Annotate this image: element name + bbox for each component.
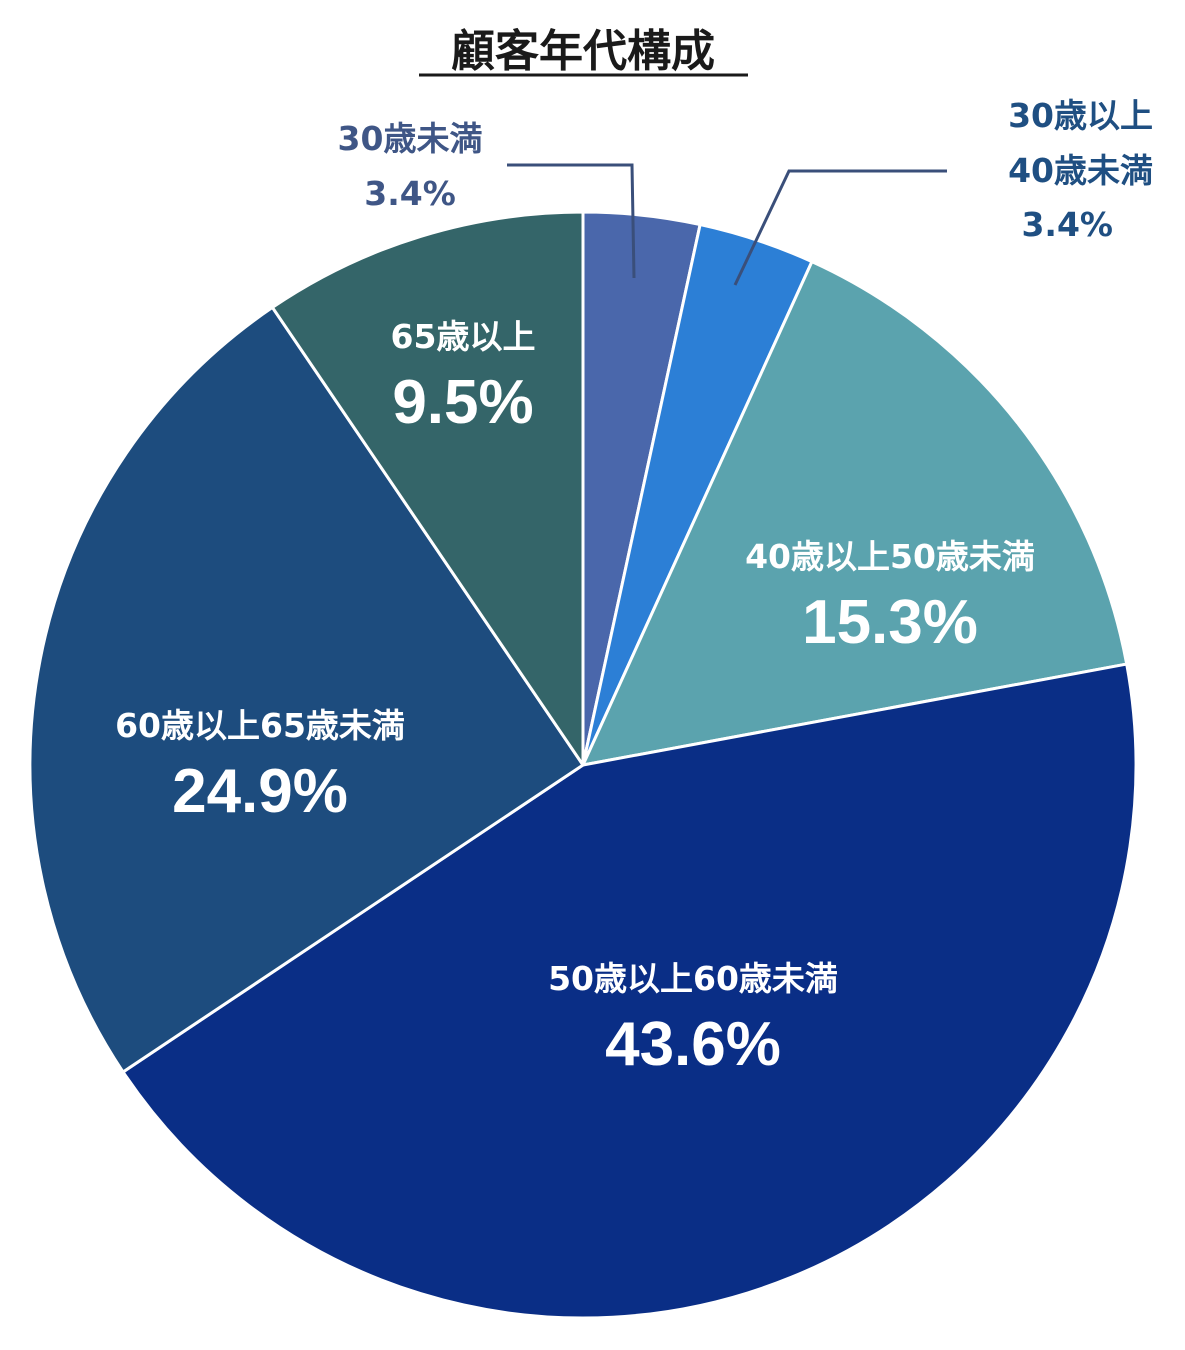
labels-layer: 30歳未満 3.4% 30歳以上 40歳未満 3.4% 40歳以上50歳未満 15.3% 50…	[115, 96, 1153, 1079]
slice-1-value-label: 3.4%	[364, 174, 456, 213]
slice-5-value-label: 24.9%	[172, 757, 348, 826]
slice-3-wedge	[581, 260, 1129, 767]
slice-4-wedge	[121, 662, 1138, 1320]
slice-6-label: 65歳以上	[391, 317, 536, 356]
slice-2-value-label: 3.4%	[1021, 205, 1113, 244]
slice-1-leader-line	[507, 163, 636, 279]
slice-4-value-label: 43.6%	[605, 1010, 781, 1079]
leader-lines	[507, 163, 947, 286]
slice-4-label: 50歳以上60歳未満	[548, 959, 838, 998]
chart-title: 顧客年代構成	[451, 26, 715, 77]
slices-layer	[28, 210, 1138, 1320]
slice-3-value-label: 15.3%	[802, 588, 978, 657]
slice-2-leader-line	[733, 169, 947, 286]
slice-5-wedge	[28, 305, 585, 1074]
slice-1-label-line-1: 30歳未満	[338, 119, 483, 158]
slice-2-label-line-1: 30歳以上	[1008, 96, 1153, 135]
slice-6-value-label: 9.5%	[392, 368, 533, 437]
slice-6-wedge	[270, 210, 585, 767]
slice-5-label: 60歳以上65歳未満	[115, 706, 405, 745]
slice-2-label-line-2: 40歳未満	[1008, 151, 1153, 190]
slice-3-label: 40歳以上50歳未満	[745, 537, 1035, 576]
